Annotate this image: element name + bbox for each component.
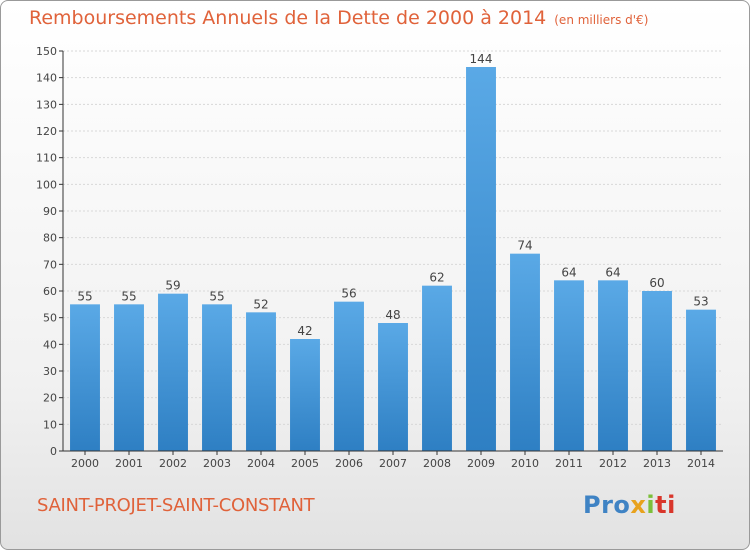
x-tick-label: 2010 xyxy=(511,457,539,470)
proxiti-logo: Proxiti xyxy=(583,491,676,519)
bar xyxy=(554,280,584,451)
logo-part: ti xyxy=(655,491,676,519)
bar-value-label: 53 xyxy=(693,295,708,309)
x-tick-label: 2014 xyxy=(687,457,715,470)
chart-title: Remboursements Annuels de la Dette de 20… xyxy=(29,7,648,29)
x-tick-label: 2008 xyxy=(423,457,451,470)
bar xyxy=(422,285,452,451)
x-tick-label: 2002 xyxy=(159,457,187,470)
bar-value-label: 60 xyxy=(649,276,664,290)
place-name: SAINT-PROJET-SAINT-CONSTANT xyxy=(37,495,315,516)
bars xyxy=(70,67,716,451)
bar xyxy=(158,293,188,451)
bar xyxy=(598,280,628,451)
bar xyxy=(466,67,496,451)
bar-value-label: 59 xyxy=(165,279,180,293)
y-tick-label: 20 xyxy=(43,392,57,405)
y-tick-label: 0 xyxy=(50,445,57,458)
x-tick-label: 2012 xyxy=(599,457,627,470)
bar-value-label: 62 xyxy=(429,271,444,285)
chart-subtitle: (en milliers d'€) xyxy=(554,13,649,27)
bar-value-label: 144 xyxy=(470,52,493,66)
bar xyxy=(510,253,540,451)
x-tick-label: 2000 xyxy=(71,457,99,470)
bar-value-label: 55 xyxy=(77,289,92,303)
bar xyxy=(202,304,232,451)
y-tick-label: 60 xyxy=(43,285,57,298)
y-tick-label: 80 xyxy=(43,232,57,245)
bar xyxy=(642,291,672,451)
bar xyxy=(378,323,408,451)
y-tick-label: 150 xyxy=(36,45,57,58)
y-tick-label: 40 xyxy=(43,338,57,351)
bar-value-label: 64 xyxy=(561,265,576,279)
y-tick-label: 130 xyxy=(36,98,57,111)
bar-value-label: 55 xyxy=(121,289,136,303)
y-tick-label: 70 xyxy=(43,258,57,271)
bar-value-label: 64 xyxy=(605,265,620,279)
x-tick-label: 2004 xyxy=(247,457,275,470)
x-tick-label: 2013 xyxy=(643,457,671,470)
x-tick-label: 2001 xyxy=(115,457,143,470)
x-tick-label: 2011 xyxy=(555,457,583,470)
bar xyxy=(290,339,320,451)
bar-value-label: 52 xyxy=(253,297,268,311)
x-tick-label: 2005 xyxy=(291,457,319,470)
x-tick-label: 2009 xyxy=(467,457,495,470)
bar-value-label: 48 xyxy=(385,308,400,322)
y-tick-label: 100 xyxy=(36,178,57,191)
bar xyxy=(114,304,144,451)
bar xyxy=(334,301,364,451)
y-tick-label: 30 xyxy=(43,365,57,378)
y-tick-label: 110 xyxy=(36,152,57,165)
logo-part: Pro xyxy=(583,491,631,519)
bar-value-label: 74 xyxy=(517,239,532,253)
x-tick-label: 2003 xyxy=(203,457,231,470)
x-tick-label: 2006 xyxy=(335,457,363,470)
logo-part: i xyxy=(646,491,656,519)
axes xyxy=(59,50,723,455)
y-tick-label: 120 xyxy=(36,125,57,138)
labels: 0 10 20 30 40 50 60 70 80 90 100 110 120 130 140 150 55 2… xyxy=(36,45,715,470)
y-tick-label: 140 xyxy=(36,72,57,85)
chart-title-text: Remboursements Annuels de la Dette de 20… xyxy=(29,7,547,29)
bar-value-label: 56 xyxy=(341,287,356,301)
y-tick-label: 50 xyxy=(43,312,57,325)
y-tick-label: 10 xyxy=(43,418,57,431)
bar xyxy=(686,309,716,451)
y-tick-label: 90 xyxy=(43,205,57,218)
logo-part: x xyxy=(630,491,647,519)
bar xyxy=(70,304,100,451)
bar-value-label: 42 xyxy=(297,324,312,338)
x-tick-label: 2007 xyxy=(379,457,407,470)
bar-value-label: 55 xyxy=(209,289,224,303)
bar xyxy=(246,312,276,451)
